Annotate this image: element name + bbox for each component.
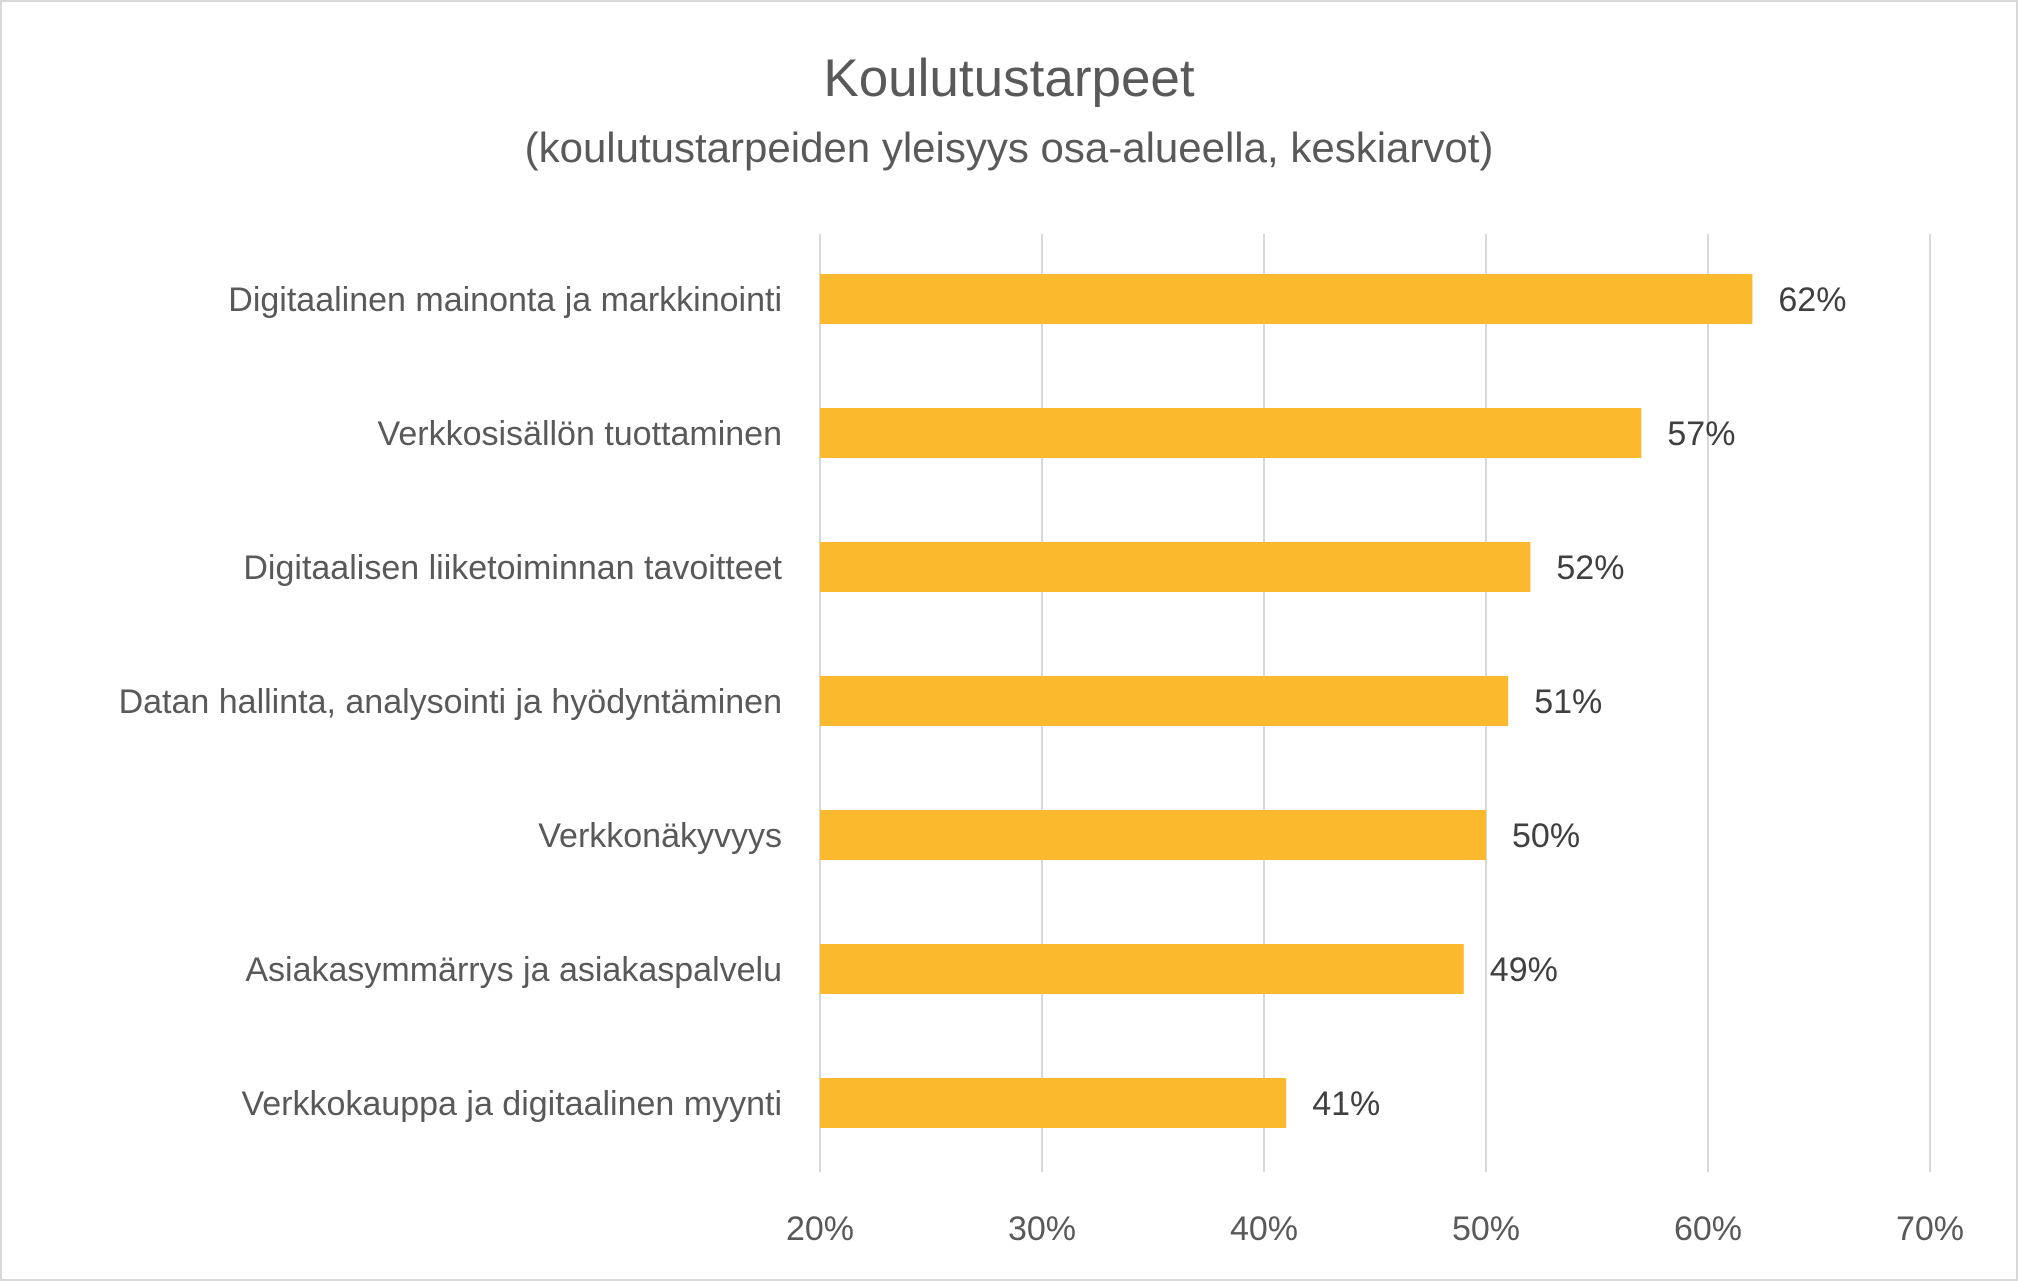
bar [820, 1078, 1287, 1128]
category-label: Digitaalinen mainonta ja markkinointi [228, 281, 782, 319]
category-label: Datan hallinta, analysointi ja hyödyntäm… [119, 683, 782, 721]
category-label: Verkkonäkyvyys [538, 817, 782, 855]
bar [820, 810, 1486, 860]
x-tick-label: 70% [1896, 1210, 1964, 1248]
data-labels: 62% 57% 52% 51% 50% 49% 41% [1312, 281, 1846, 1123]
category-label: Digitaalisen liiketoiminnan tavoitteet [243, 549, 782, 587]
bars [820, 274, 1753, 1128]
data-label: 41% [1312, 1085, 1380, 1123]
data-label: 62% [1778, 281, 1846, 319]
x-tick-label: 40% [1230, 1210, 1298, 1248]
bar [820, 542, 1531, 592]
data-label: 52% [1556, 549, 1624, 587]
category-label: Asiakasymmärrys ja asiakaspalvelu [245, 951, 782, 989]
category-label: Verkkosisällön tuottaminen [378, 415, 782, 453]
chart-subtitle: (koulutustarpeiden yleisyys osa-alueella… [525, 124, 1494, 171]
data-label: 49% [1490, 951, 1558, 989]
data-label: 50% [1512, 817, 1580, 855]
x-tick-label: 60% [1674, 1210, 1742, 1248]
x-axis-tick-labels: 20% 30% 40% 50% 60% 70% [786, 1210, 1964, 1248]
category-label: Verkkokauppa ja digitaalinen myynti [241, 1085, 782, 1123]
bar [820, 944, 1464, 994]
chart-title: Koulutustarpeet [823, 49, 1195, 108]
category-labels: Digitaalinen mainonta ja markkinointi Ver… [119, 281, 783, 1123]
x-tick-label: 20% [786, 1210, 854, 1248]
data-label: 51% [1534, 683, 1602, 721]
x-tick-label: 50% [1452, 1210, 1520, 1248]
x-tick-label: 30% [1008, 1210, 1076, 1248]
bar [820, 408, 1642, 458]
data-label: 57% [1667, 415, 1735, 453]
bar [820, 274, 1753, 324]
bar [820, 676, 1509, 726]
